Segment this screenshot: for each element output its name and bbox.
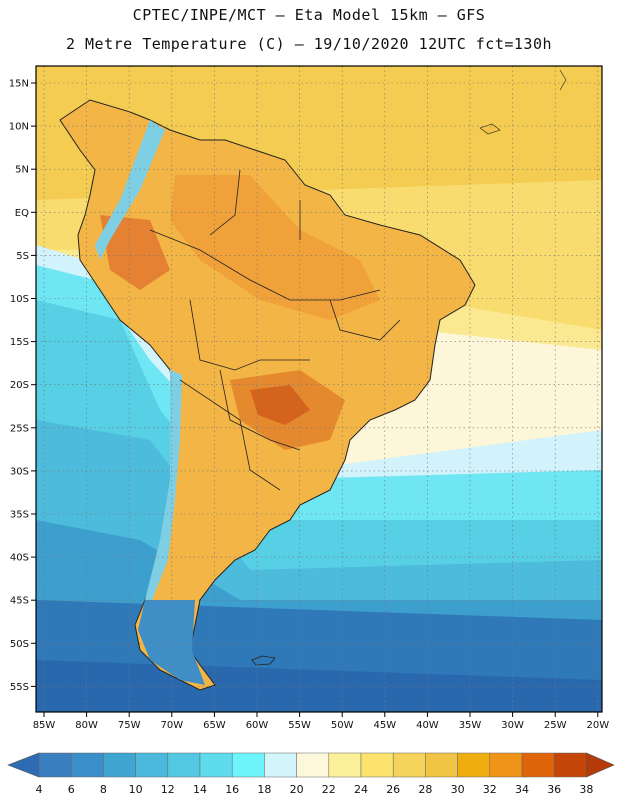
legend-box <box>167 752 201 778</box>
lon-label: 55W <box>288 720 311 731</box>
legend-box <box>328 752 362 778</box>
lon-label: 45W <box>373 720 396 731</box>
legend-box <box>457 752 491 778</box>
legend-boxes <box>7 752 615 778</box>
legend-label: 28 <box>418 783 432 796</box>
lon-label: 50W <box>331 720 354 731</box>
legend-low-arrow <box>7 752 40 778</box>
lat-label: 35S <box>10 510 29 521</box>
lon-label: 30W <box>501 720 524 731</box>
lon-label: 60W <box>246 720 269 731</box>
legend-label: 22 <box>322 783 336 796</box>
lon-label: 80W <box>75 720 98 731</box>
lat-label: 5S <box>16 251 29 262</box>
legend-box <box>521 752 555 778</box>
lat-label: 40S <box>10 553 29 564</box>
legend-label: 16 <box>225 783 239 796</box>
legend-box <box>70 752 104 778</box>
lon-label: 40W <box>416 720 439 731</box>
caribbean-arc <box>559 69 567 91</box>
land-warm-amazon <box>170 175 380 320</box>
caribbean-island <box>479 123 501 135</box>
legend-box <box>296 752 330 778</box>
lon-label: 65W <box>203 720 226 731</box>
lat-label: 10N <box>9 122 29 133</box>
legend-label: 34 <box>515 783 529 796</box>
lat-label: 20S <box>10 380 29 391</box>
legend-labels: 4 6 8 10 12 14 16 18 20 22 24 26 28 30 32 34 36 38 <box>36 783 594 796</box>
color-scale: 4 6 8 10 12 14 16 18 20 22 24 26 28 30 32 34 36 38 <box>7 752 615 796</box>
lat-label: 10S <box>10 294 29 305</box>
legend-box <box>360 752 394 778</box>
map-title: CPTEC/INPE/MCT – Eta Model 15km – GFS <box>132 6 486 24</box>
legend-box <box>135 752 169 778</box>
land-hot-peru <box>100 215 170 290</box>
legend-label: 38 <box>579 783 593 796</box>
lat-label: EQ <box>15 208 29 219</box>
map-frame <box>35 65 603 713</box>
lat-label: 50S <box>10 639 29 650</box>
longitude-labels: 85W 80W 75W 70W 65W 60W 55W 50W 45W 40W 35W 30W 25W 2… <box>33 712 609 731</box>
legend-label: 6 <box>68 783 75 796</box>
map-subtitle: 2 Metre Temperature (C) – 19/10/2020 12U… <box>65 35 553 53</box>
lon-label: 35W <box>459 720 482 731</box>
andes-north <box>95 120 165 260</box>
lat-label: 30S <box>10 466 29 477</box>
legend-high-arrow <box>586 752 615 778</box>
legend-label: 30 <box>451 783 465 796</box>
legend-label: 26 <box>386 783 400 796</box>
legend-box <box>103 752 136 778</box>
legend-label: 36 <box>547 783 561 796</box>
latitude-labels: 15N 10N 5N EQ 5S 10S 15S 20S 25S 30S 35S 40S 45S 50S 5… <box>9 79 36 693</box>
lon-label: 75W <box>118 720 141 731</box>
lon-label: 85W <box>33 720 56 731</box>
lat-label: 15N <box>9 79 29 90</box>
legend-label: 10 <box>129 783 143 796</box>
lat-label: 55S <box>10 682 29 693</box>
legend-label: 20 <box>290 783 304 796</box>
legend-box <box>264 752 297 778</box>
legend-label: 8 <box>100 783 107 796</box>
lat-label: 15S <box>10 337 29 348</box>
legend-box <box>489 752 523 778</box>
lon-label: 25W <box>544 720 567 731</box>
legend-label: 24 <box>354 783 368 796</box>
temperature-map: 15N 10N 5N EQ 5S 10S 15S 20S 25S 30S 35S 40S 45S 50S 5… <box>9 65 609 731</box>
legend-box <box>231 752 265 778</box>
lat-label: 25S <box>10 423 29 434</box>
legend-box <box>425 752 458 778</box>
legend-box <box>392 752 426 778</box>
legend-label: 12 <box>161 783 175 796</box>
legend-box <box>38 752 72 778</box>
legend-box <box>553 752 587 778</box>
lon-label: 70W <box>160 720 183 731</box>
land-hottest <box>250 385 310 425</box>
legend-label: 32 <box>483 783 497 796</box>
legend-box <box>199 752 233 778</box>
legend-label: 14 <box>193 783 207 796</box>
andes-south <box>145 370 182 600</box>
legend-label: 18 <box>257 783 271 796</box>
lon-label: 20W <box>586 720 609 731</box>
falkland-islands <box>251 655 276 666</box>
lat-label: 5N <box>15 165 29 176</box>
lat-label: 45S <box>10 596 29 607</box>
legend-label: 4 <box>36 783 43 796</box>
map-layers <box>36 66 602 712</box>
